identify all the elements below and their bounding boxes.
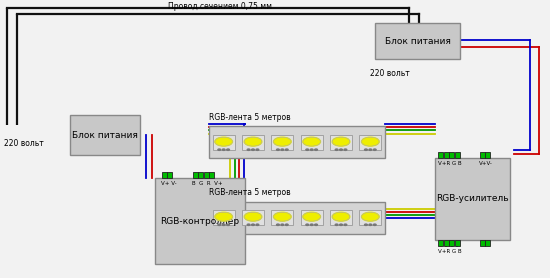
Circle shape [256,224,259,225]
Text: V+R G B: V+R G B [438,161,461,166]
Bar [330,210,352,225]
Bar [198,172,203,178]
Circle shape [273,212,291,221]
Bar [359,135,381,150]
Bar [301,210,323,225]
Bar [444,240,449,246]
Circle shape [315,224,317,225]
Bar [449,152,454,158]
Circle shape [277,224,279,225]
Circle shape [315,149,317,150]
Circle shape [373,224,376,225]
Circle shape [285,149,288,150]
Text: Блок питания: Блок питания [384,37,450,46]
Circle shape [215,212,233,221]
FancyBboxPatch shape [435,158,510,240]
Text: B  G  R  V+: B G R V+ [192,181,223,186]
Circle shape [227,149,229,150]
Circle shape [306,224,309,225]
Bar [455,152,460,158]
Circle shape [281,149,284,150]
Bar [480,240,485,246]
Circle shape [373,149,376,150]
Bar [167,172,172,178]
Bar [271,135,293,150]
Circle shape [273,137,291,146]
Text: Провод сечением 0,75 мм: Провод сечением 0,75 мм [168,3,272,11]
Circle shape [277,149,279,150]
Circle shape [222,224,225,225]
Bar [271,210,293,225]
Text: V+V-: V+V- [480,161,493,166]
Circle shape [244,137,262,146]
Circle shape [218,149,221,150]
Circle shape [332,212,350,221]
Bar [359,210,381,225]
Circle shape [281,224,284,225]
Circle shape [310,149,313,150]
Bar [242,210,264,225]
Circle shape [361,212,379,221]
Circle shape [340,224,342,225]
FancyBboxPatch shape [209,126,385,158]
Circle shape [369,149,372,150]
Circle shape [340,149,342,150]
Bar [438,240,443,246]
Circle shape [303,212,321,221]
FancyBboxPatch shape [70,115,140,155]
Bar [162,172,167,178]
Bar [486,152,491,158]
Text: V+R G B: V+R G B [438,249,461,254]
Bar [438,152,443,158]
Bar [455,240,460,246]
Circle shape [335,224,338,225]
Circle shape [285,224,288,225]
Text: 220 вольт: 220 вольт [4,139,44,148]
FancyBboxPatch shape [375,23,460,59]
Circle shape [310,224,313,225]
Bar [242,135,264,150]
Text: RGB-лента 5 метров: RGB-лента 5 метров [209,188,290,197]
Text: RGB-усилитель: RGB-усилитель [436,194,509,203]
Circle shape [256,149,259,150]
Text: RGB-контроллер: RGB-контроллер [161,217,239,225]
Bar [480,152,485,158]
Bar [213,135,235,150]
Circle shape [306,149,309,150]
Circle shape [369,224,372,225]
FancyBboxPatch shape [209,202,385,234]
Circle shape [252,149,254,150]
Bar [449,240,454,246]
Circle shape [244,212,262,221]
Circle shape [248,224,250,225]
Text: RGB-лента 5 метров: RGB-лента 5 метров [209,113,290,122]
Text: V+ V-: V+ V- [161,181,177,186]
Circle shape [248,149,250,150]
Circle shape [335,149,338,150]
Circle shape [218,224,221,225]
Circle shape [227,224,229,225]
Bar [213,210,235,225]
FancyBboxPatch shape [155,178,245,264]
Text: Блок питания: Блок питания [72,131,138,140]
Circle shape [344,224,346,225]
Circle shape [252,224,254,225]
Bar [330,135,352,150]
Circle shape [332,137,350,146]
Circle shape [215,137,233,146]
Bar [301,135,323,150]
Circle shape [361,137,379,146]
Circle shape [365,149,367,150]
Bar [486,240,491,246]
Circle shape [344,149,346,150]
Bar [204,172,208,178]
Circle shape [365,224,367,225]
Bar [444,152,449,158]
Circle shape [222,149,225,150]
Bar [192,172,197,178]
Bar [209,172,214,178]
Text: 220 вольт: 220 вольт [370,69,409,78]
Circle shape [303,137,321,146]
